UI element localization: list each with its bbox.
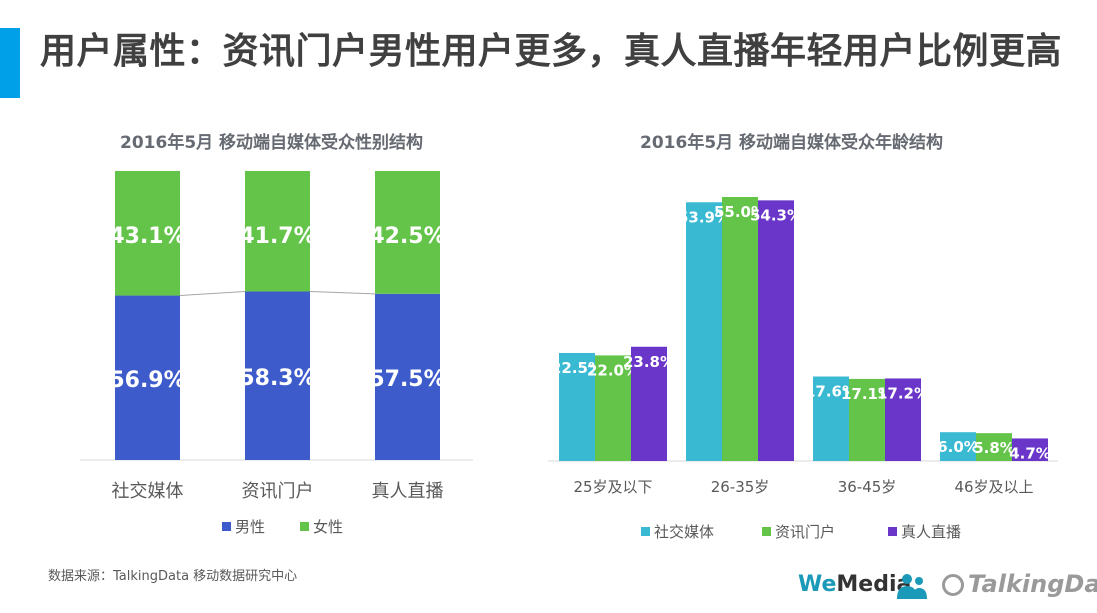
legend-male-swatch	[222, 522, 231, 531]
wemedia-logo-we: We	[798, 572, 837, 597]
bar-male-2	[245, 291, 310, 460]
data-source-note: 数据来源：TalkingData 移动数据研究中心	[48, 569, 298, 584]
male-data-label-3: 57.5%	[369, 367, 445, 392]
people-icon	[897, 574, 927, 599]
bar-age-4-series-2	[976, 433, 1012, 461]
bar-age-1-series-2	[595, 355, 631, 461]
talkingdata-logo-icon	[942, 574, 964, 596]
age-data-label-4-1: 6.0%	[937, 438, 979, 456]
age-data-label-1-2: 22.0%	[587, 361, 639, 379]
bar-male-3	[375, 293, 440, 460]
bar-female-3	[375, 171, 440, 294]
age-data-label-4-3: 4.7%	[1009, 444, 1051, 462]
age-data-label-2-3: 54.3%	[750, 206, 802, 224]
legend-age-label-2: 资讯门户	[775, 523, 835, 541]
legend-age-swatch-1	[641, 527, 650, 536]
age-data-label-1-3: 23.8%	[623, 353, 675, 371]
legend-female-label: 女性	[313, 518, 343, 536]
series-connector-line-1	[179, 291, 246, 297]
male-data-label-1: 56.9%	[109, 368, 185, 393]
bar-age-3-series-1	[813, 376, 849, 461]
legend-male-label: 男性	[235, 518, 265, 536]
legend-female-swatch	[300, 522, 309, 531]
age-category-label-1: 25岁及以下	[573, 478, 652, 496]
age-category-label-4: 46岁及以上	[954, 478, 1033, 496]
bar-age-3-series-2	[849, 378, 885, 461]
legend-age-label-1: 社交媒体	[654, 523, 714, 541]
legend-age-label-3: 真人直播	[901, 523, 961, 541]
gender-chart-title: 2016年5月 移动端自媒体受众性别结构	[120, 133, 424, 153]
female-data-label-1: 43.1%	[109, 224, 185, 249]
bar-age-2-series-3	[758, 200, 794, 462]
age-chart-title: 2016年5月 移动端自媒体受众年龄结构	[640, 133, 944, 153]
bar-male-1	[115, 295, 180, 460]
wemedia-logo: WeMedia	[798, 572, 911, 597]
bar-age-4-series-1	[940, 432, 976, 461]
age-data-label-3-1: 17.6%	[805, 383, 857, 401]
gender-category-label-1: 社交媒体	[112, 481, 184, 502]
age-data-label-1-1: 22.5%	[551, 359, 603, 377]
gender-category-label-3: 真人直播	[372, 481, 444, 502]
legend-age-swatch-3	[888, 527, 897, 536]
bar-age-4-series-3	[1012, 438, 1048, 461]
bar-age-1-series-1	[559, 353, 595, 461]
talkingdata-logo: TalkingData	[940, 570, 1097, 598]
male-data-label-2: 58.3%	[239, 366, 315, 391]
age-data-label-4-2: 5.8%	[973, 439, 1015, 457]
series-connector-line-2	[309, 291, 376, 295]
age-data-label-2-2: 55.0%	[714, 203, 766, 221]
talkingdata-logo-text: TalkingData	[968, 570, 1097, 598]
bar-age-3-series-3	[885, 378, 921, 461]
legend-age-swatch-2	[762, 527, 771, 536]
bar-female-1	[115, 171, 180, 296]
female-data-label-2: 41.7%	[239, 224, 315, 249]
age-category-label-3: 36-45岁	[838, 478, 897, 496]
age-data-label-2-1: 53.9%	[678, 208, 730, 226]
female-data-label-3: 42.5%	[369, 224, 445, 249]
title-accent-bar	[0, 28, 20, 98]
age-data-label-3-3: 17.2%	[877, 384, 929, 402]
age-category-label-2: 26-35岁	[711, 478, 770, 496]
bar-age-1-series-3	[631, 346, 667, 461]
page-title: 用户属性：资讯门户男性用户更多，真人直播年轻用户比例更高	[40, 31, 1063, 72]
bar-age-2-series-2	[722, 197, 758, 461]
gender-category-label-2: 资讯门户	[242, 481, 314, 502]
age-data-label-3-2: 17.1%	[841, 385, 893, 403]
bar-female-2	[245, 171, 310, 292]
bar-age-2-series-1	[686, 202, 722, 461]
